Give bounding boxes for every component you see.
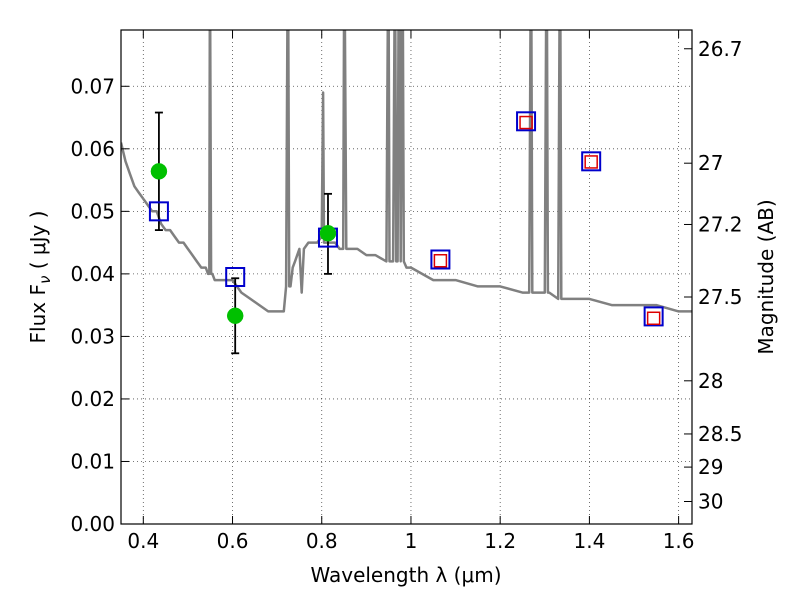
x-tick-label: 1 (405, 529, 418, 553)
plot-frame (120, 29, 693, 525)
observed-point (319, 224, 337, 242)
model-point-red (519, 115, 533, 130)
model-point-blue (430, 249, 451, 270)
y-tick-label: 0.07 (70, 74, 115, 98)
y-axis-label: Flux Fν ( μJy ) (26, 211, 54, 344)
x-axis-label: Wavelength λ (μm) (310, 563, 501, 587)
plot-area (121, 30, 692, 355)
y-tick-label: 0.06 (70, 137, 115, 161)
model-point-red (433, 253, 448, 268)
observed-point (150, 163, 168, 180)
mag-tick-label: 29 (698, 455, 723, 479)
y-tick-label: 0.03 (70, 324, 115, 348)
x-tick-label: 1.4 (573, 529, 605, 553)
y-tick-label: 0.02 (70, 387, 115, 411)
x-tick-label: 0.8 (306, 529, 338, 553)
model-point-red (584, 155, 598, 169)
axis-ticks: 0.4 0.6 0.8 1 1.2 1.4 1.6 0.00 0.01 0.02 0.03 0.04 0… (70, 30, 743, 553)
y-tick-label: 0.04 (70, 262, 115, 286)
model-point-blue (643, 306, 664, 327)
sed-model-line (121, 30, 692, 313)
x-tick-label: 0.6 (217, 529, 249, 553)
grid (121, 30, 692, 525)
x-tick-label: 1.6 (663, 529, 695, 553)
mag-tick-label: 27.2 (698, 212, 743, 236)
observed-point (226, 307, 244, 325)
mag-tick-label: 28.5 (698, 422, 743, 446)
model-point-blue (516, 111, 537, 132)
model-point-red (646, 311, 661, 326)
model-point-blue (225, 267, 246, 287)
x-tick-label: 1.2 (484, 529, 516, 553)
y-tick-label: 0.00 (70, 512, 115, 536)
right-axis-label: Magnitude (AB) (754, 199, 778, 354)
model-point-blue (148, 201, 169, 222)
mag-tick-label: 28 (698, 369, 723, 393)
model-point-blue (581, 151, 602, 172)
y-tick-label: 0.01 (70, 449, 115, 473)
mag-tick-label: 30 (698, 489, 723, 513)
mag-tick-label: 26.7 (698, 37, 743, 61)
x-tick-label: 0.4 (127, 529, 159, 553)
mag-tick-label: 27 (698, 151, 723, 175)
y-tick-label: 0.05 (70, 199, 115, 223)
mag-tick-label: 27.5 (698, 285, 743, 309)
